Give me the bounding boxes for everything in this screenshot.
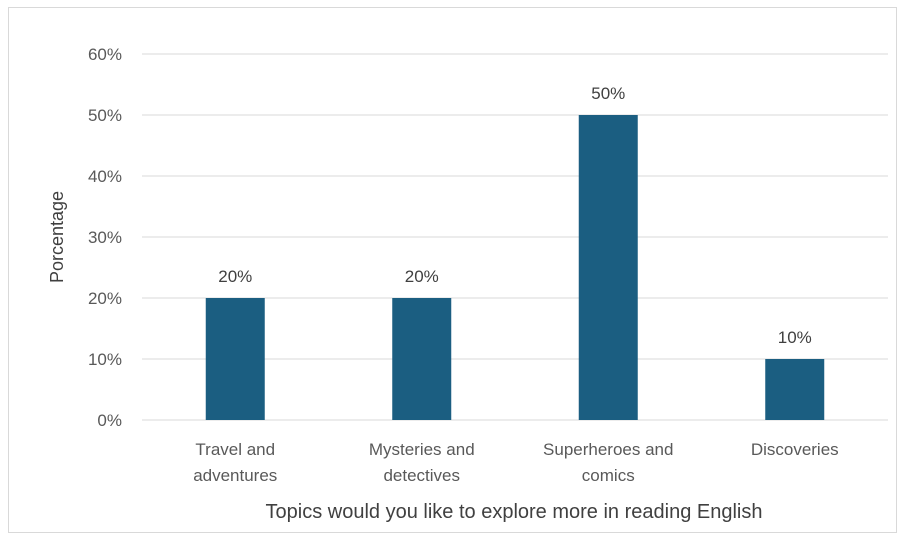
y-tick-label: 10%	[88, 350, 122, 369]
data-label: 10%	[778, 328, 812, 347]
y-tick-label: 0%	[97, 411, 122, 430]
x-axis-categories: Travel and adventures Mysteries and detecti…	[193, 440, 838, 485]
data-labels: 20% 20% 50% 10%	[218, 84, 812, 347]
category-label-line: Mysteries and	[369, 440, 475, 459]
data-label: 20%	[405, 267, 439, 286]
category-label-line: Discoveries	[751, 440, 839, 459]
y-tick-label: 30%	[88, 228, 122, 247]
bar	[765, 359, 825, 420]
gridlines	[142, 53, 888, 421]
y-axis-ticks: 0% 10% 20% 30% 40% 50% 60%	[88, 45, 122, 430]
y-tick-label: 50%	[88, 106, 122, 125]
bar	[392, 298, 452, 420]
bar	[205, 298, 265, 420]
bars	[205, 115, 825, 420]
category-label: Travel and adventures	[193, 440, 277, 485]
category-label: Superheroes and comics	[543, 440, 673, 485]
data-label: 20%	[218, 267, 252, 286]
category-label: Discoveries	[751, 440, 839, 459]
y-axis-title: Porcentage	[47, 191, 67, 283]
category-label-line: Superheroes and	[543, 440, 673, 459]
category-label: Mysteries and detectives	[369, 440, 475, 485]
category-label-line: Travel and	[195, 440, 275, 459]
y-tick-label: 40%	[88, 167, 122, 186]
category-label-line: comics	[582, 466, 635, 485]
bar	[578, 115, 638, 420]
x-axis-title: Topics would you like to explore more in…	[266, 501, 763, 523]
data-label: 50%	[591, 84, 625, 103]
category-label-line: adventures	[193, 466, 277, 485]
y-tick-label: 60%	[88, 45, 122, 64]
category-label-line: detectives	[383, 466, 460, 485]
chart-frame	[8, 7, 897, 533]
y-tick-label: 20%	[88, 289, 122, 308]
